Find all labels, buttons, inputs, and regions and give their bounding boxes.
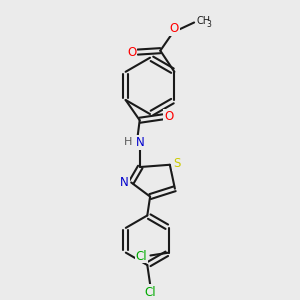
Text: O: O — [127, 46, 136, 59]
Text: O: O — [164, 110, 174, 123]
Text: S: S — [173, 157, 181, 170]
Text: H: H — [124, 137, 133, 147]
Text: Cl: Cl — [144, 286, 156, 298]
Text: N: N — [120, 176, 129, 189]
Text: Cl: Cl — [136, 250, 147, 262]
Text: O: O — [170, 22, 179, 35]
Text: 3: 3 — [207, 20, 212, 29]
Text: N: N — [136, 136, 145, 149]
Text: CH: CH — [196, 16, 211, 26]
